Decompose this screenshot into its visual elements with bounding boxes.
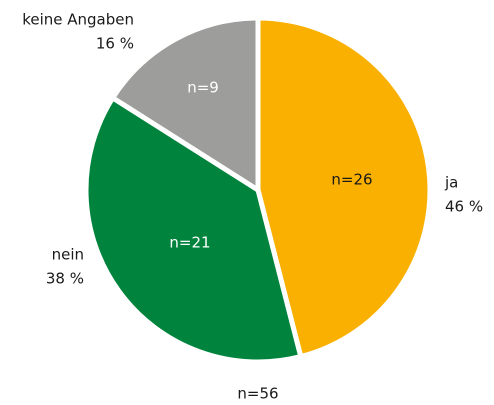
pie-slice [110,15,261,193]
slice-count: n=9 [187,79,219,97]
slice-percent: 46 % [445,198,483,216]
slice-count: n=21 [169,234,210,252]
slice-name: keine Angaben [22,11,134,29]
slice-count: n=26 [331,171,372,189]
slice-percent: 16 % [96,35,134,53]
sample-size: n=56 [237,385,278,403]
pie-slice [83,95,304,365]
slice-name: nein [52,246,84,264]
pie-slice [255,15,433,360]
slice-percent: 38 % [46,270,84,288]
slice-name: ja [444,174,458,192]
